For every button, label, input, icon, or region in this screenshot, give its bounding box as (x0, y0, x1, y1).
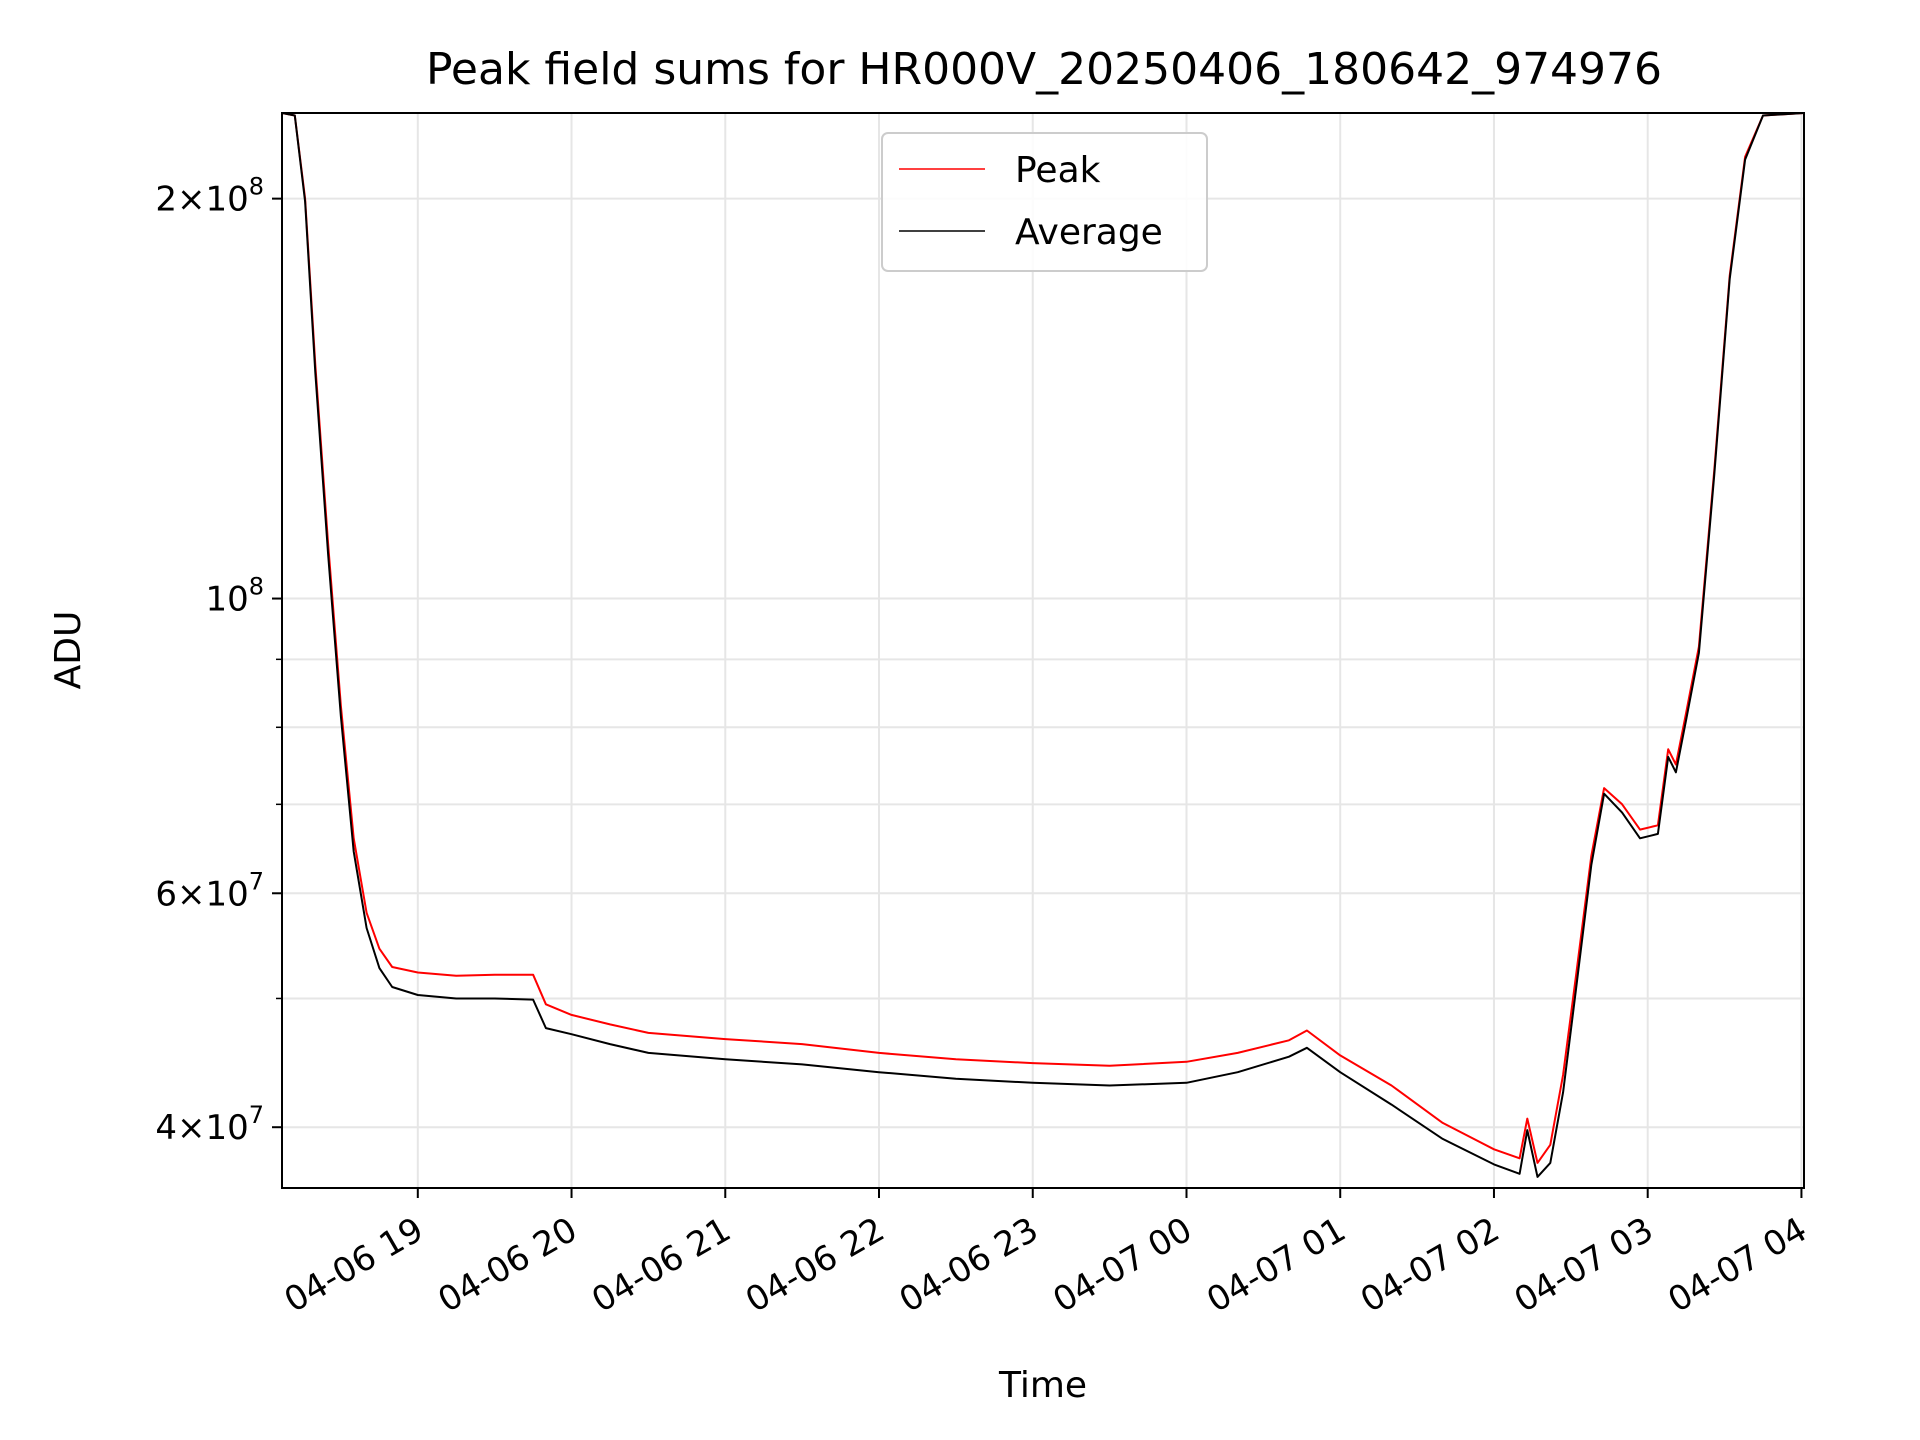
legend: Peak Average (881, 132, 1208, 272)
y-axis-ticks: 4×107 6×107 108 2×108 (155, 173, 282, 1148)
legend-label-average: Average (1015, 212, 1163, 253)
legend-box (881, 132, 1208, 272)
series-line-average (282, 113, 1804, 1178)
series-line-peak (282, 113, 1804, 1164)
y-axis-label: ADU (48, 611, 89, 690)
x-axis-label: Time (998, 1365, 1087, 1406)
y-tick-label: 108 (205, 573, 264, 620)
y-tick-label: 4×107 (155, 1101, 264, 1148)
legend-label-peak: Peak (1015, 150, 1101, 191)
plot-frame (281, 112, 1805, 1189)
chart-title: Peak field sums for HR000V_20250406_1806… (426, 44, 1662, 95)
y-tick-label: 6×107 (155, 867, 264, 914)
y-tick-label: 2×108 (155, 173, 264, 220)
series-layer (282, 113, 1804, 1178)
